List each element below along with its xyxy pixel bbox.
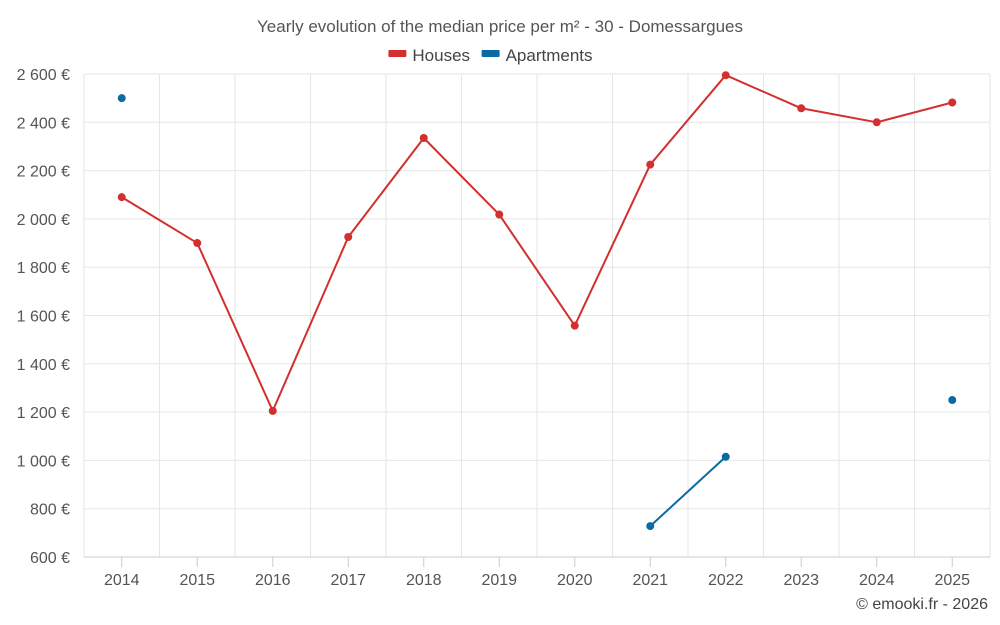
data-point-houses[interactable] — [193, 239, 202, 248]
x-axis: 2014 2015 2016 2017 2018 2019 2020 2021 2022 2023… — [84, 556, 990, 589]
x-tick-label: 2017 — [330, 572, 366, 589]
data-point-houses[interactable] — [872, 118, 881, 127]
legend: Houses Apartments — [388, 46, 593, 65]
credit-text: © emooki.fr - 2026 — [856, 596, 988, 613]
y-tick-label: 1 200 € — [17, 405, 70, 422]
y-tick-label: 800 € — [30, 502, 70, 519]
x-tick-label: 2020 — [557, 572, 593, 589]
data-point-apartments[interactable] — [948, 396, 957, 405]
y-tick-label: 1 000 € — [17, 453, 70, 470]
series-line-houses — [121, 74, 953, 412]
legend-item-houses[interactable]: Houses — [388, 46, 470, 65]
series-line-apartments — [649, 456, 727, 527]
y-tick-label: 1 800 € — [17, 260, 70, 277]
data-point-houses[interactable] — [646, 160, 655, 169]
legend-label-apartments: Apartments — [506, 46, 593, 65]
legend-swatch-houses — [388, 50, 407, 57]
x-tick-label: 2016 — [255, 572, 291, 589]
x-tick-label: 2022 — [708, 572, 744, 589]
data-point-apartments[interactable] — [117, 94, 126, 103]
y-tick-label: 2 200 € — [17, 164, 70, 181]
x-tick-label: 2021 — [632, 572, 668, 589]
legend-item-apartments[interactable]: Apartments — [481, 46, 593, 65]
data-point-houses[interactable] — [344, 233, 353, 242]
x-tick-label: 2015 — [179, 572, 215, 589]
data-point-houses[interactable] — [268, 406, 277, 415]
y-tick-label: 2 600 € — [17, 67, 70, 84]
x-tick-label: 2019 — [481, 572, 517, 589]
data-point-houses[interactable] — [948, 98, 957, 107]
chart-title: Yearly evolution of the median price per… — [257, 17, 743, 36]
data-point-apartments[interactable] — [646, 522, 655, 531]
x-tick-label: 2024 — [859, 572, 895, 589]
x-tick-label: 2023 — [783, 572, 819, 589]
plot-area — [117, 71, 957, 531]
data-point-houses[interactable] — [419, 133, 428, 142]
y-tick-label: 600 € — [30, 550, 70, 567]
series-houses — [117, 71, 957, 415]
x-tick-label: 2018 — [406, 572, 442, 589]
data-point-houses[interactable] — [721, 71, 730, 80]
legend-swatch-apartments — [481, 50, 500, 57]
data-point-houses[interactable] — [797, 104, 806, 113]
y-tick-label: 1 400 € — [17, 357, 70, 374]
x-tick-label: 2014 — [104, 572, 140, 589]
data-point-houses[interactable] — [117, 193, 126, 202]
data-point-apartments[interactable] — [721, 452, 730, 461]
y-tick-label: 2 400 € — [17, 115, 70, 132]
grid — [83, 73, 991, 557]
legend-label-houses: Houses — [412, 46, 470, 65]
series-apartments — [117, 94, 957, 531]
y-tick-label: 1 600 € — [17, 309, 70, 326]
y-tick-label: 2 000 € — [17, 212, 70, 229]
y-axis: 600 € 800 € 1 000 € 1 200 € 1 400 € 1 600 € 1 … — [17, 67, 70, 567]
x-tick-label: 2025 — [934, 572, 970, 589]
data-point-houses[interactable] — [570, 321, 579, 330]
data-point-houses[interactable] — [495, 210, 504, 219]
